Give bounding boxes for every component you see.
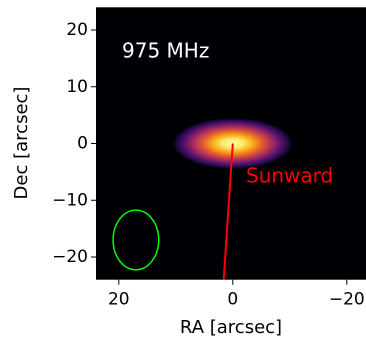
sunward-label: Sunward <box>246 164 333 188</box>
y-tick-label: 0 <box>77 134 88 154</box>
y-tick-label: 10 <box>66 77 88 97</box>
x-axis-label: RA [arcsec] <box>180 317 282 338</box>
x-tick-label: 20 <box>108 290 130 310</box>
y-tick-label: −20 <box>52 247 88 267</box>
y-tick-label: −10 <box>52 190 88 210</box>
source-emission <box>173 118 293 169</box>
x-tick-label: −20 <box>329 290 365 310</box>
y-axis-label: Dec [arcsec] <box>11 87 32 200</box>
x-tick-label: 0 <box>227 290 238 310</box>
frequency-label: 975 MHz <box>122 39 209 63</box>
chart: 975 MHz Sunward RA [arcsec] Dec [arcsec]… <box>0 0 366 342</box>
y-tick-label: 20 <box>66 20 88 40</box>
